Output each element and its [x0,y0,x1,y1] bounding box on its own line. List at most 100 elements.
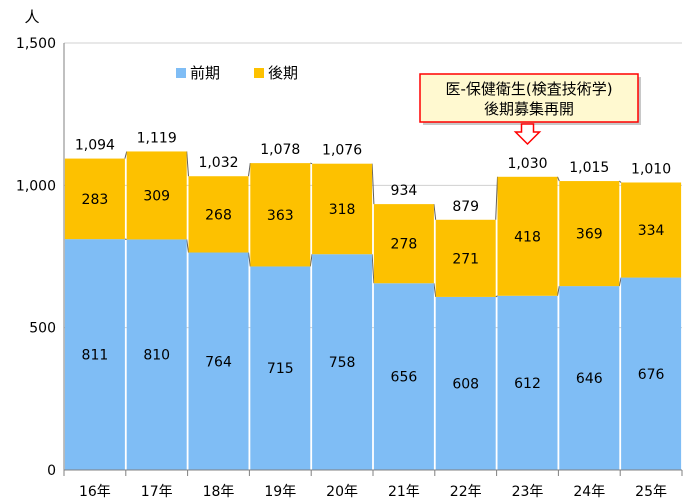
bar-second-period [250,163,311,267]
bar-second-period [435,219,496,297]
x-axis-ticks: 16年 17年 18年 19年 20年 21年 22年 23年 24年 25年 [79,484,667,500]
bar-value-label: 612 [514,376,541,392]
bar-value-label: 715 [267,361,294,377]
callout-box [419,73,639,123]
total-label: 1,076 [322,143,362,159]
connector-line [618,277,622,287]
bar-value-label: 646 [576,371,603,387]
bar-second-period [559,181,620,287]
connector-line [433,204,437,220]
bars [64,151,682,470]
total-label: 1,010 [631,161,671,177]
y-tick-label: 1,000 [16,178,56,194]
legend-label: 前期 [190,64,220,82]
total-label: 879 [452,199,479,215]
value-labels: 811 283 810 309 764 268 715 363 758 318 656 278 608 2… [82,188,665,392]
callout-text-line: 医-保健衛生(検査技術学) [445,80,612,98]
connector-line [124,151,128,159]
x-tick-label: 19年 [264,484,296,500]
x-tick-label: 25年 [635,484,667,500]
total-label: 1,078 [260,142,300,158]
bar-value-label: 764 [205,354,232,370]
y-tick-label: 1,500 [16,36,56,52]
bar-value-label: 811 [82,348,109,364]
bar-value-label: 271 [452,251,479,267]
axes [63,43,683,476]
callout-text-line: 後期募集再開 [484,100,574,118]
bar-value-label: 656 [391,370,418,386]
total-label: 1,030 [507,156,547,172]
bar-first-period [621,277,682,470]
bar-first-period [435,296,496,470]
total-label: 1,119 [137,130,177,146]
connector-line [309,254,313,267]
bar-value-label: 418 [514,229,541,245]
bar-value-label: 334 [638,223,665,239]
x-tick-label: 16年 [79,484,111,500]
bar-value-label: 363 [267,208,294,224]
x-tick-label: 24年 [573,484,605,500]
connector-line [557,286,560,296]
bar-value-label: 268 [205,207,232,223]
annotation-callout: 医-保健衛生(検査技術学) 後期募集再開 [419,73,641,146]
bar-first-period [250,266,311,470]
legend: 前期 後期 [176,64,298,82]
connector-line [310,162,313,165]
bar-value-label: 309 [143,188,170,204]
connector-lines [124,151,622,298]
legend-label: 後期 [268,64,298,82]
y-tick-label: 0 [47,463,56,479]
bar-first-period [188,252,249,470]
bar-first-period [559,286,620,470]
connector-line [495,295,498,298]
bar-first-period [312,254,373,470]
bar-first-period [497,295,558,470]
bar-first-period [373,283,434,470]
bar-second-period [497,176,558,296]
connector-line [495,176,498,220]
bar-second-period [373,204,434,284]
bar-value-label: 758 [329,355,356,371]
bar-value-label: 608 [452,376,479,392]
bar-value-label: 283 [82,192,109,208]
connector-line [248,252,251,267]
callout-arrow [513,123,542,146]
connector-line [433,283,437,297]
bar-value-label: 318 [329,202,356,218]
connector-line [371,254,375,284]
x-tick-label: 17年 [141,484,173,500]
x-tick-label: 22年 [450,484,482,500]
total-label: 1,032 [198,155,238,171]
total-label: 934 [391,183,418,199]
legend-swatch [254,68,264,78]
connector-line [618,180,622,183]
connector-line [186,239,189,253]
total-label: 1,015 [569,160,609,176]
connector-line [557,176,560,182]
bar-second-period [621,182,682,278]
bar-value-label: 676 [638,367,665,383]
bar-value-label: 369 [576,227,603,243]
connector-line [248,163,251,177]
bar-first-period [126,239,187,470]
x-tick-label: 20年 [326,484,358,500]
bar-value-label: 278 [391,237,418,253]
bar-second-period [312,163,373,255]
bar-first-period [64,239,125,470]
x-tick-label: 18年 [203,484,235,500]
total-label: 1,094 [75,138,115,154]
connector-line [186,151,189,177]
bar-second-period [188,176,249,253]
bar-second-period [64,158,125,240]
bar-second-period [126,151,187,240]
y-axis-unit-label: 人 [24,8,39,26]
bar-value-label: 810 [143,348,170,364]
legend-swatch [176,68,186,78]
y-tick-label: 500 [29,321,56,337]
x-tick-label: 23年 [512,484,544,500]
y-axis-ticks: 0 500 1,000 1,500 [16,36,56,479]
total-labels: 1,094 1,119 1,032 1,078 1,076 934 879 1,030 1,01… [75,130,671,214]
x-tick-label: 21年 [388,484,420,500]
connector-line [371,163,375,205]
